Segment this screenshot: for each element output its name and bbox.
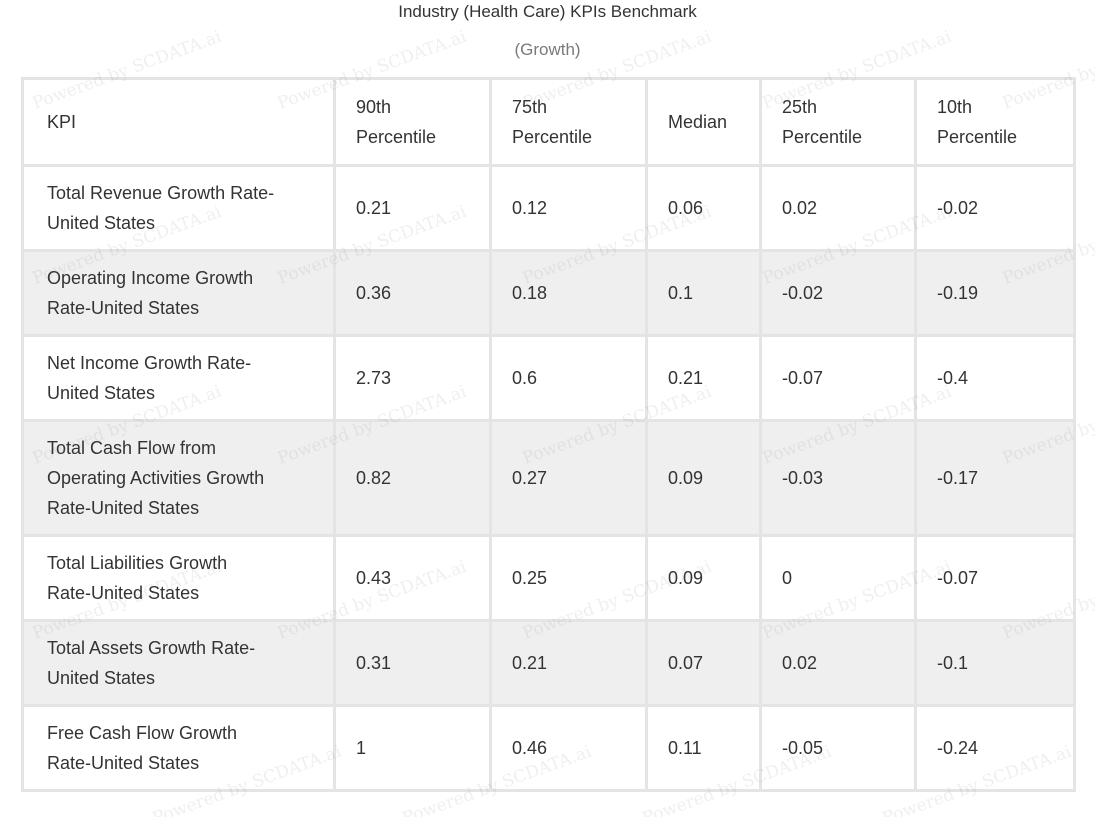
kpi-name-cell: Total Assets Growth Rate- United States xyxy=(21,619,336,707)
header-90th-percentile: 90th Percentile xyxy=(333,77,492,167)
p10-cell: -0.07 xyxy=(914,534,1076,622)
p90-cell: 1 xyxy=(333,704,492,792)
page-title: Industry (Health Care) KPIs Benchmark xyxy=(398,2,697,21)
p25-cell: 0.02 xyxy=(759,164,917,252)
median-cell: 0.07 xyxy=(645,619,762,707)
header-10th-percentile: 10th Percentile xyxy=(914,77,1076,167)
kpi-name-cell: Total Cash Flow from Operating Activities… xyxy=(21,419,336,537)
p25-cell: 0.02 xyxy=(759,619,917,707)
kpi-name-cell: Total Liabilities Growth Rate-United Stat… xyxy=(21,534,336,622)
median-cell: 0.11 xyxy=(645,704,762,792)
page-subtitle: (Growth) xyxy=(514,40,581,59)
kpi-name-cell: Operating Income Growth Rate-United State… xyxy=(21,249,336,337)
p75-cell: 0.25 xyxy=(489,534,648,622)
p75-cell: 0.6 xyxy=(489,334,648,422)
p90-cell: 0.21 xyxy=(333,164,492,252)
header-75th-percentile: 75th Percentile xyxy=(489,77,648,167)
p75-cell: 0.12 xyxy=(489,164,648,252)
table-row: Total Revenue Growth Rate- United States … xyxy=(21,164,1076,252)
median-cell: 0.06 xyxy=(645,164,762,252)
p90-cell: 0.82 xyxy=(333,419,492,537)
p75-cell: 0.46 xyxy=(489,704,648,792)
table-row: Net Income Growth Rate- United States 2.7… xyxy=(21,334,1076,422)
median-cell: 0.09 xyxy=(645,419,762,537)
p25-cell: -0.05 xyxy=(759,704,917,792)
header-kpi: KPI xyxy=(21,77,336,167)
p10-cell: -0.4 xyxy=(914,334,1076,422)
median-cell: 0.1 xyxy=(645,249,762,337)
header-25th-percentile: 25th Percentile xyxy=(759,77,917,167)
p10-cell: -0.17 xyxy=(914,419,1076,537)
header-median: Median xyxy=(645,77,762,167)
p25-cell: 0 xyxy=(759,534,917,622)
kpi-name-cell: Net Income Growth Rate- United States xyxy=(21,334,336,422)
p90-cell: 0.43 xyxy=(333,534,492,622)
p75-cell: 0.27 xyxy=(489,419,648,537)
table-row: Operating Income Growth Rate-United State… xyxy=(21,249,1076,337)
kpi-name-cell: Total Revenue Growth Rate- United States xyxy=(21,164,336,252)
table-row: Free Cash Flow Growth Rate-United States … xyxy=(21,704,1076,792)
p90-cell: 2.73 xyxy=(333,334,492,422)
p25-cell: -0.07 xyxy=(759,334,917,422)
table-header-row: KPI 90th Percentile 75th Percentile Median… xyxy=(21,77,1076,167)
p10-cell: -0.19 xyxy=(914,249,1076,337)
p10-cell: -0.1 xyxy=(914,619,1076,707)
median-cell: 0.09 xyxy=(645,534,762,622)
kpi-benchmark-table: KPI 90th Percentile 75th Percentile Median… xyxy=(21,77,1076,792)
table-row: Total Liabilities Growth Rate-United Stat… xyxy=(21,534,1076,622)
p90-cell: 0.31 xyxy=(333,619,492,707)
p25-cell: -0.03 xyxy=(759,419,917,537)
p25-cell: -0.02 xyxy=(759,249,917,337)
table-row: Total Cash Flow from Operating Activities… xyxy=(21,419,1076,537)
p75-cell: 0.21 xyxy=(489,619,648,707)
p10-cell: -0.24 xyxy=(914,704,1076,792)
p90-cell: 0.36 xyxy=(333,249,492,337)
kpi-name-cell: Free Cash Flow Growth Rate-United States xyxy=(21,704,336,792)
table-row: Total Assets Growth Rate- United States 0… xyxy=(21,619,1076,707)
median-cell: 0.21 xyxy=(645,334,762,422)
p10-cell: -0.02 xyxy=(914,164,1076,252)
p75-cell: 0.18 xyxy=(489,249,648,337)
